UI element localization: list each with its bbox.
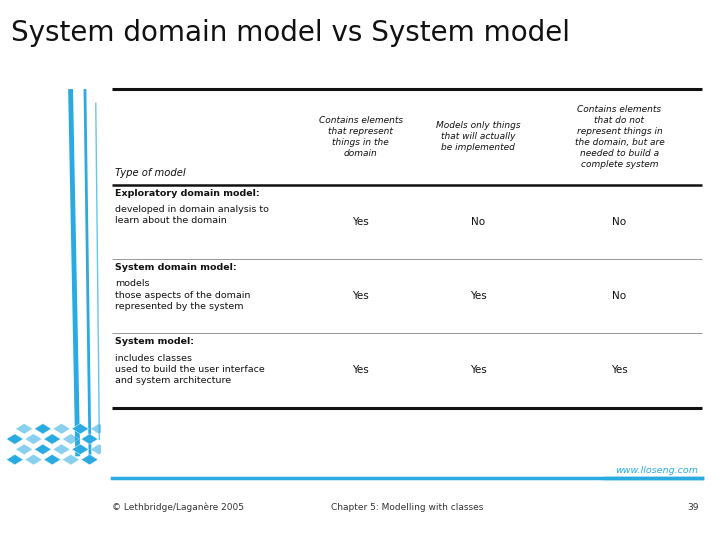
Text: No: No (613, 291, 626, 301)
Text: Yes: Yes (611, 366, 628, 375)
Text: Contains elements
that do not
represent things in
the domain, but are
needed to : Contains elements that do not represent … (575, 105, 665, 169)
Polygon shape (63, 434, 79, 444)
Polygon shape (53, 423, 70, 434)
Text: © Lethbridge/Laganère 2005: © Lethbridge/Laganère 2005 (112, 503, 243, 512)
Text: 39: 39 (687, 503, 698, 512)
Text: System domain model:: System domain model: (115, 263, 237, 272)
Text: Yes: Yes (352, 366, 369, 375)
Text: No: No (613, 217, 626, 227)
Polygon shape (53, 444, 70, 455)
Text: Yes: Yes (352, 217, 369, 227)
Text: www.lloseng.com: www.lloseng.com (616, 465, 698, 475)
Polygon shape (16, 423, 32, 434)
Polygon shape (72, 444, 89, 455)
Polygon shape (35, 423, 51, 434)
Polygon shape (81, 454, 98, 465)
Text: Yes: Yes (470, 366, 487, 375)
Text: Contains elements
that represent
things in the
domain: Contains elements that represent things … (319, 116, 402, 158)
Text: models
those aspects of the domain
represented by the system: models those aspects of the domain repre… (115, 279, 251, 310)
Text: developed in domain analysis to
learn about the domain: developed in domain analysis to learn ab… (115, 205, 269, 225)
Polygon shape (91, 423, 107, 434)
Polygon shape (6, 454, 23, 465)
Polygon shape (72, 423, 89, 434)
Text: Yes: Yes (352, 291, 369, 301)
Text: System domain model vs System model: System domain model vs System model (11, 19, 570, 47)
Polygon shape (16, 444, 32, 455)
Polygon shape (25, 434, 42, 444)
Polygon shape (81, 434, 98, 444)
Text: No: No (471, 217, 485, 227)
Polygon shape (25, 454, 42, 465)
Text: Yes: Yes (470, 291, 487, 301)
Text: Exploratory domain model:: Exploratory domain model: (115, 189, 260, 198)
Polygon shape (44, 434, 60, 444)
Polygon shape (6, 434, 23, 444)
Text: Chapter 5: Modelling with classes: Chapter 5: Modelling with classes (330, 503, 483, 512)
Text: Models only things
that will actually
be implemented: Models only things that will actually be… (436, 122, 521, 152)
Polygon shape (63, 454, 79, 465)
Text: Type of model: Type of model (115, 168, 186, 178)
Polygon shape (35, 444, 51, 455)
Polygon shape (44, 454, 60, 465)
Polygon shape (91, 444, 107, 455)
Text: System model:: System model: (115, 338, 194, 347)
Text: includes classes
used to build the user interface
and system architecture: includes classes used to build the user … (115, 354, 265, 385)
